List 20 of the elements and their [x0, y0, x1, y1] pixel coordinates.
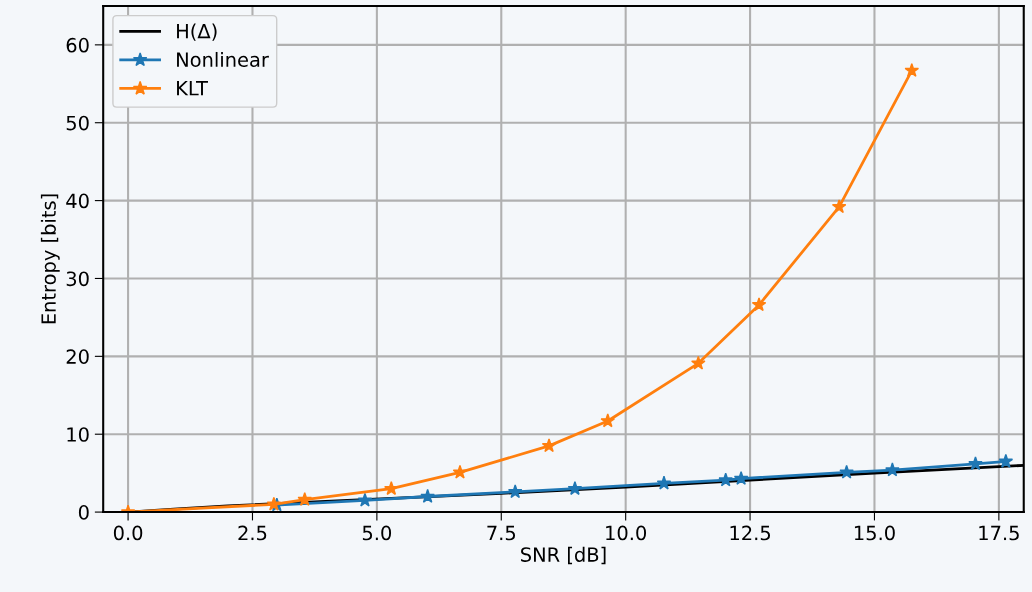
- legend-label: H(Δ): [177, 23, 217, 41]
- y-tick-label: 0: [78, 505, 89, 520]
- x-axis-title: SNR [dB]: [521, 546, 606, 565]
- y-tick-label: 10: [67, 427, 89, 442]
- legend-label: KLT: [177, 81, 208, 96]
- y-tick-label: 30: [66, 271, 89, 287]
- y-tick-label: 40: [66, 193, 89, 209]
- y-tick-label: 60: [66, 37, 89, 53]
- x-tick-label: 5.0: [362, 525, 392, 541]
- x-tick-label: 10.0: [606, 525, 647, 541]
- x-tick-label: 0.0: [113, 525, 143, 541]
- y-axis-title: Entropy [bits]: [40, 194, 60, 324]
- x-tick-label: 17.5: [979, 525, 1019, 541]
- y-tick-label: 20: [66, 349, 89, 364]
- y-tick-label: 50: [66, 115, 89, 131]
- x-tick-label: 2.5: [238, 525, 267, 541]
- x-tick-label: 15.0: [854, 525, 895, 541]
- legend-label: Nonlinear: [177, 51, 269, 68]
- x-tick-label: 12.5: [730, 525, 771, 541]
- x-tick-label: 7.5: [487, 525, 516, 541]
